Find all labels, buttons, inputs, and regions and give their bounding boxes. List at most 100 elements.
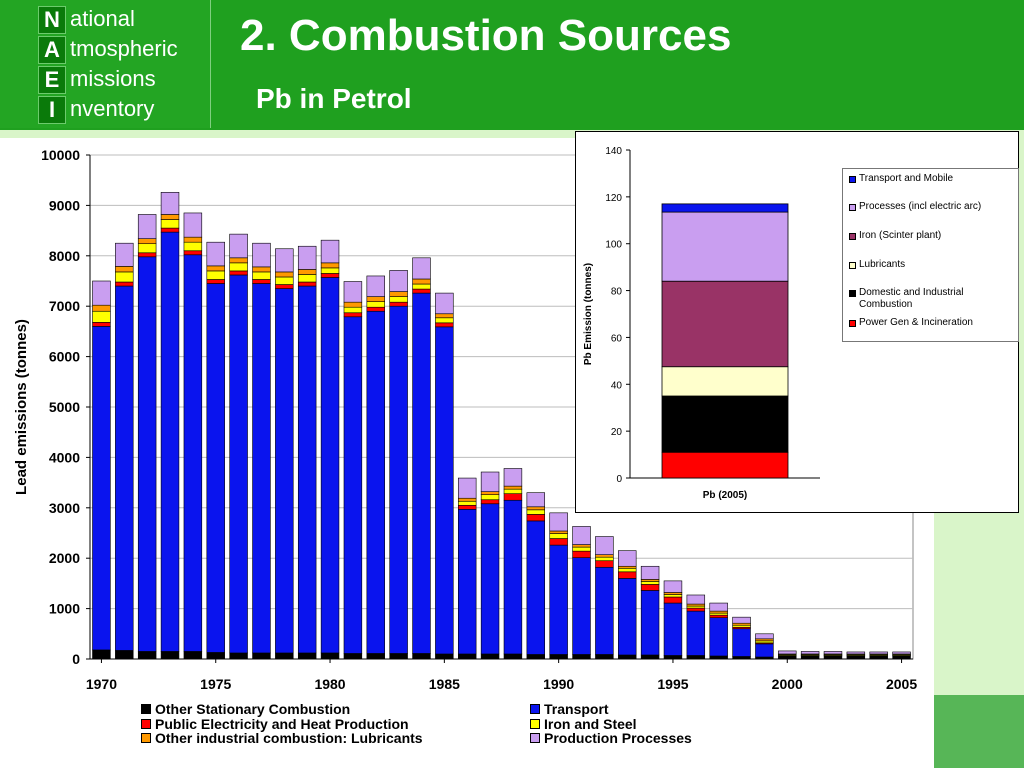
- y-tick-label: 140: [605, 146, 622, 157]
- legend-swatch: [141, 719, 151, 729]
- legend-label: Transport: [544, 701, 609, 717]
- legend-swatch: [141, 733, 151, 743]
- x-tick-label: 1985: [429, 676, 460, 692]
- y-tick-label: 10000: [41, 147, 80, 163]
- legend-label: Iron (Scinter plant): [859, 230, 942, 241]
- bar-segment: [366, 275, 385, 297]
- bar-segment: [206, 241, 225, 267]
- legend-swatch: [849, 262, 856, 269]
- bar-segment: [389, 270, 408, 292]
- legend-label: Iron and Steel: [544, 716, 637, 732]
- logo-row: I nventory: [38, 96, 208, 124]
- x-tick-label: 1995: [657, 676, 688, 692]
- legend-label: Public Electricity and Heat Production: [155, 716, 409, 732]
- bar-segment: [457, 477, 477, 499]
- bar-segment: [778, 650, 797, 655]
- y-tick-label: 60: [611, 333, 623, 344]
- bar-segment: [661, 280, 789, 368]
- bar-segment: [572, 526, 591, 545]
- bar-segment: [869, 651, 888, 655]
- logo-letter: N: [38, 6, 66, 34]
- x-tick-label: 2005: [886, 676, 917, 692]
- y-tick-label: 2000: [49, 550, 80, 566]
- legend-swatch: [530, 719, 540, 729]
- bar-segment: [709, 602, 728, 612]
- x-tick-label: 1990: [543, 676, 574, 692]
- bar-segment: [618, 550, 637, 567]
- bar-segment: [252, 242, 271, 268]
- legend-swatch: [849, 176, 856, 183]
- y-tick-label: 9000: [49, 197, 80, 213]
- bar-segment: [661, 395, 789, 453]
- legend-label: Processes (incl electric arc): [859, 201, 982, 212]
- bar-segment: [661, 451, 789, 479]
- y-axis-title: Lead emissions (tonnes): [13, 319, 30, 495]
- inset-chart-legend: Transport and Mobile Processes (incl elec…: [842, 168, 1019, 342]
- logo-row: E missions: [38, 66, 208, 94]
- bar-segment: [320, 239, 340, 264]
- legend-swatch: [849, 233, 856, 240]
- bar-segment: [661, 366, 789, 397]
- logo-word: nventory: [70, 96, 155, 121]
- logo-word: ational: [70, 6, 135, 31]
- y-tick-label: 8000: [49, 248, 80, 264]
- x-tick-label: 2000: [772, 676, 803, 692]
- bar-segment: [92, 280, 111, 306]
- bar-segment: [549, 512, 568, 532]
- legend-label: Power Gen & Incineration: [859, 317, 973, 328]
- bar-segment: [823, 651, 843, 655]
- bar-segment: [343, 281, 363, 303]
- bar-segment: [275, 248, 294, 273]
- x-tick-label: Pb (2005): [703, 490, 747, 501]
- y-tick-label: 4000: [49, 449, 80, 465]
- bar-segment: [755, 633, 774, 640]
- bar-segment: [892, 651, 911, 655]
- legend-swatch: [849, 204, 856, 211]
- y-tick-label: 80: [611, 287, 623, 298]
- header-banner: N ational A tmospheric E missions I nven…: [0, 0, 1024, 130]
- legend-swatch: [849, 290, 856, 297]
- y-tick-label: 120: [605, 193, 622, 204]
- y-tick-label: 0: [72, 651, 80, 667]
- bar-segment: [160, 191, 180, 215]
- bar-segment: [800, 651, 820, 655]
- bar-segment: [661, 203, 789, 213]
- bar-segment: [297, 245, 317, 270]
- logo-letter: A: [38, 36, 66, 64]
- bar-segment: [732, 616, 751, 624]
- legend-label: Other industrial combustion: Lubricants: [155, 730, 423, 746]
- y-tick-label: 3000: [49, 500, 80, 516]
- x-tick-label: 1970: [86, 676, 117, 692]
- bar-segment: [183, 212, 203, 238]
- bar-segment: [526, 492, 546, 508]
- y-tick-label: 1000: [49, 601, 80, 617]
- legend-swatch: [530, 733, 540, 743]
- legend-label: Domestic and Industrial Combustion: [859, 287, 964, 310]
- logo-word: missions: [70, 66, 156, 91]
- bar-segment: [412, 257, 431, 280]
- x-tick-label: 1975: [200, 676, 231, 692]
- bar-segment: [846, 651, 866, 655]
- logo-word: tmospheric: [70, 36, 178, 61]
- x-tick-label: 1980: [314, 676, 345, 692]
- bar-segment: [480, 471, 500, 492]
- logo-letter: E: [38, 66, 66, 94]
- slide-subtitle: Pb in Petrol: [256, 83, 412, 114]
- legend-swatch: [849, 320, 856, 327]
- bar-segment: [115, 242, 134, 267]
- y-tick-label: 20: [611, 427, 623, 438]
- y-tick-label: 0: [616, 474, 622, 485]
- legend-label: Transport and Mobile: [859, 173, 954, 184]
- bar-segment: [595, 536, 614, 555]
- y-tick-label: 6000: [49, 349, 80, 365]
- naei-logo: N ational A tmospheric E missions I nven…: [0, 0, 211, 128]
- legend-swatch: [530, 704, 540, 714]
- bar-segment: [663, 580, 683, 593]
- decorative-band: [0, 130, 1024, 138]
- bar-segment: [686, 594, 706, 605]
- bar-segment: [229, 233, 248, 259]
- legend-label: Lubricants: [859, 259, 906, 270]
- y-axis-title: Pb Emission (tonnes): [583, 263, 594, 365]
- y-tick-label: 5000: [49, 399, 80, 415]
- bar-segment: [640, 565, 660, 580]
